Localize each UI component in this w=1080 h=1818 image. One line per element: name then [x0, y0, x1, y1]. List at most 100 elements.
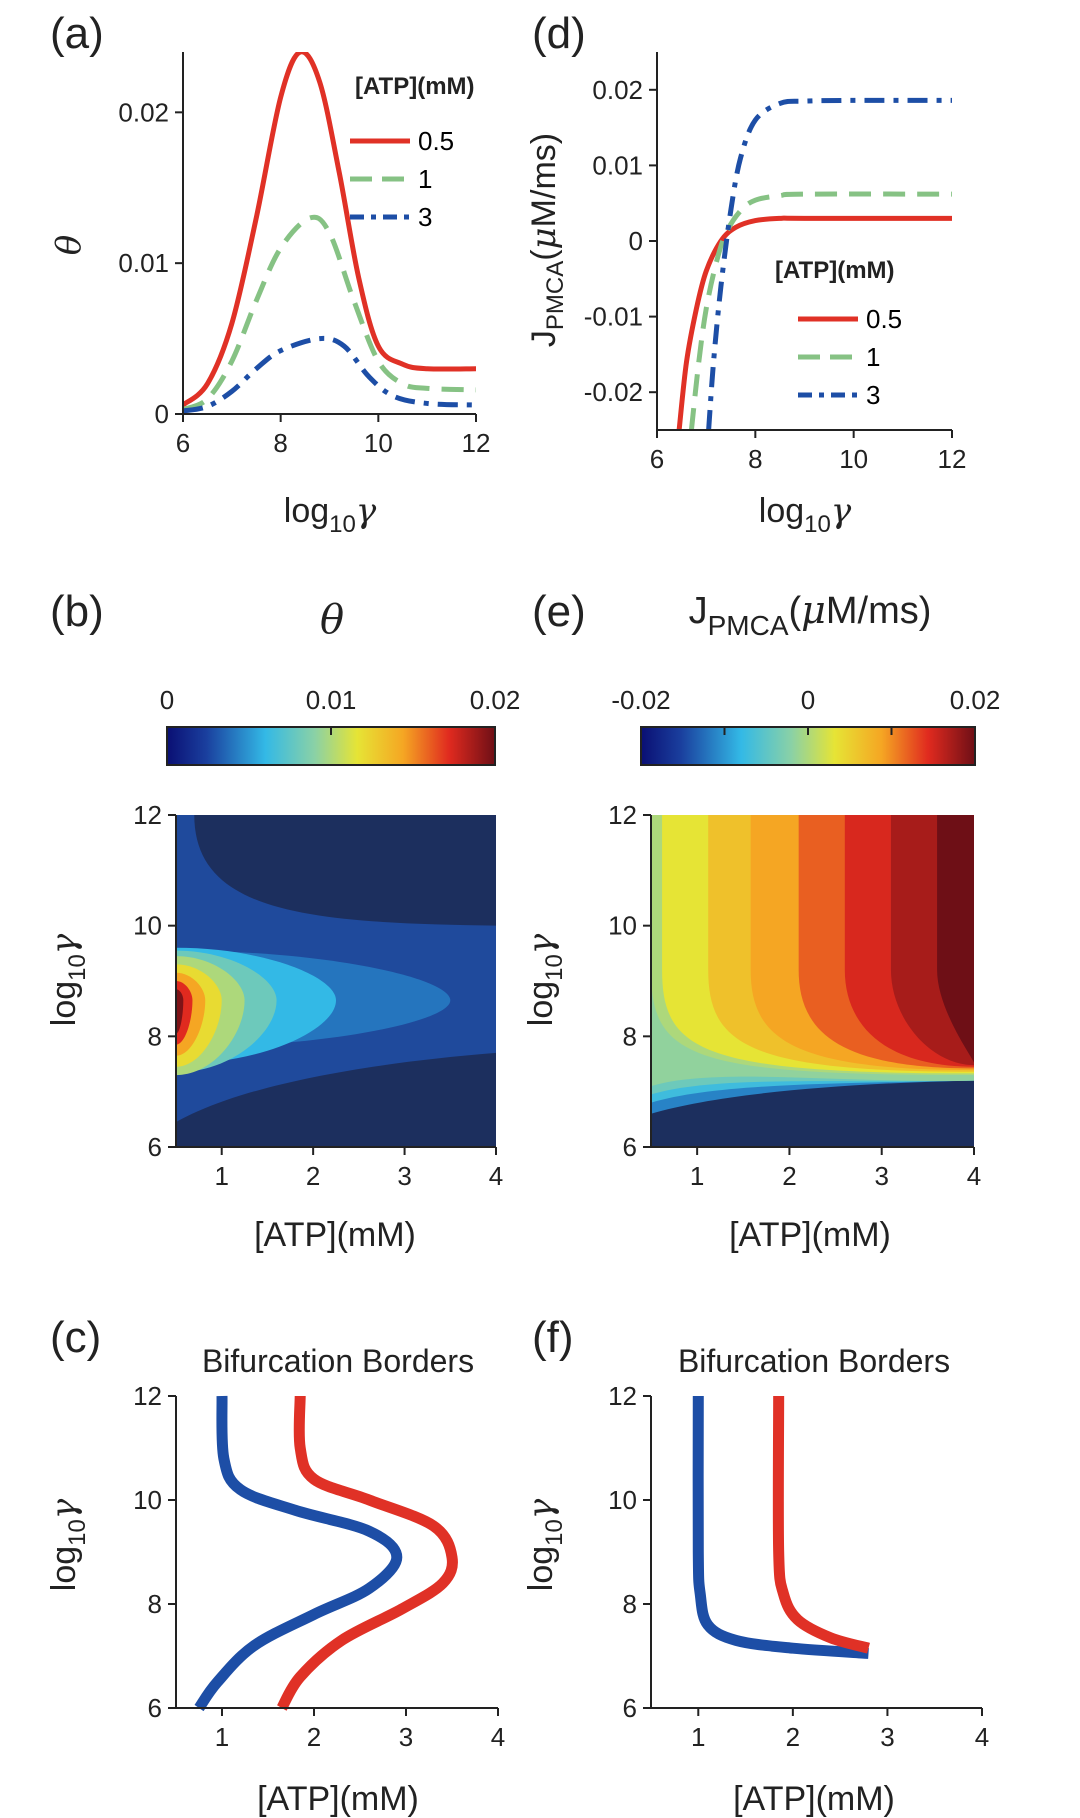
j-subscript: PMCA: [542, 261, 569, 330]
panel-b-ylabel: log10γ: [44, 933, 91, 1026]
panel-d-legend-title: [ATP](mM): [775, 257, 895, 284]
j-subscript: PMCA: [708, 610, 789, 641]
panel-a-legend: [ATP](mM) 0.5 1 3: [350, 73, 475, 232]
colorbar-tick-label: 0: [801, 685, 815, 715]
series-line-3: [706, 97, 952, 430]
y-tick-label: -0.01: [584, 302, 643, 332]
gamma-symbol: γ: [44, 1498, 84, 1519]
x-tick-label: 1: [214, 1161, 228, 1191]
panel-c-title: Bifurcation Borders: [202, 1343, 474, 1379]
log-subscript: 10: [804, 511, 831, 538]
panel-f-xlabel: [ATP](mM): [733, 1780, 895, 1818]
legend-label: 3: [866, 380, 880, 410]
y-tick-label: 12: [608, 800, 637, 830]
j-symbol: J: [689, 590, 708, 632]
panel-c-series: [194, 1395, 458, 1712]
mu-symbol: μ: [524, 227, 564, 249]
x-tick-label: 3: [874, 1161, 888, 1191]
colorbar-tick-label: 0.02: [950, 685, 1001, 715]
y-tick-label: 12: [133, 800, 162, 830]
panel-b-contours: [176, 815, 496, 1147]
y-tick-label: 8: [148, 1021, 162, 1051]
j-symbol: J: [525, 330, 563, 347]
series-line-0.5: [183, 52, 476, 407]
x-tick-label: 12: [938, 444, 967, 474]
y-tick-label: 12: [133, 1381, 162, 1411]
panel-label-a: (a): [50, 9, 104, 58]
legend-label: 0.5: [418, 126, 454, 156]
log-subscript: 10: [329, 511, 356, 538]
colorbar-tick-label: 0: [160, 685, 174, 715]
colorbar-tick-label: 0.01: [306, 685, 357, 715]
panel-d-series: [676, 97, 952, 430]
j-units: M/ms): [525, 133, 563, 227]
y-tick-label: 12: [608, 1381, 637, 1411]
gamma-symbol: γ: [44, 933, 84, 954]
panel-e-ylabel: log10γ: [521, 933, 568, 1026]
x-tick-label: 3: [399, 1722, 413, 1752]
panel-d-legend: [ATP](mM) 0.5 1 3: [775, 257, 902, 410]
colorbar-tick-label: -0.02: [611, 685, 670, 715]
y-tick-label: -0.02: [584, 377, 643, 407]
panel-d-axes: 6 8 10 12 -0.02 -0.01 0 0.01 0.02: [584, 52, 967, 474]
y-tick-label: 6: [148, 1693, 162, 1723]
log-subscript: 10: [541, 1519, 568, 1546]
legend-label: 0.5: [866, 304, 902, 334]
x-tick-label: 1: [215, 1722, 229, 1752]
log-subscript: 10: [64, 954, 91, 981]
panel-label-b: (b): [50, 587, 104, 636]
j-paren: (: [789, 590, 802, 632]
y-tick-label: 6: [623, 1693, 637, 1723]
log-subscript: 10: [541, 954, 568, 981]
panel-f-series: [692, 1395, 870, 1659]
y-tick-label: 10: [608, 911, 637, 941]
panel-label-c: (c): [50, 1313, 101, 1362]
panel-e-xlabel: [ATP](mM): [729, 1216, 891, 1254]
legend-label: 1: [866, 342, 880, 372]
x-tick-label: 2: [306, 1161, 320, 1191]
panel-label-f: (f): [532, 1313, 574, 1362]
y-tick-label: 8: [623, 1021, 637, 1051]
series-line-3: [183, 335, 476, 414]
legend-label: 1: [418, 164, 432, 194]
x-tick-label: 4: [489, 1161, 503, 1191]
series-line-1: [688, 191, 952, 430]
x-tick-label: 1: [690, 1161, 704, 1191]
y-tick-label: 0.02: [592, 75, 643, 105]
y-tick-label: 6: [623, 1132, 637, 1162]
j-paren: (: [525, 249, 563, 261]
log-prefix: log: [45, 1546, 83, 1591]
series-line-1: [194, 1395, 403, 1712]
panel-d-line-chart: 6 8 10 12 -0.02 -0.01 0 0.01 0.02 JPMCA(μM/ms) l…: [524, 52, 966, 538]
y-tick-label: 0.01: [592, 150, 643, 180]
x-tick-label: 8: [748, 444, 762, 474]
mu-symbol: μ: [801, 588, 826, 632]
log-prefix: log: [522, 981, 560, 1026]
x-tick-label: 6: [650, 444, 664, 474]
x-tick-label: 4: [967, 1161, 981, 1191]
colorbar-tick-label: 0.02: [470, 685, 521, 715]
x-tick-label: 3: [397, 1161, 411, 1191]
series-line-0.5: [676, 215, 952, 430]
y-tick-label: 6: [148, 1132, 162, 1162]
log-prefix: log: [45, 981, 83, 1026]
contour-level-9: [176, 989, 184, 1034]
panel-b-colorbar-ticks: 0 0.01 0.02: [160, 685, 521, 735]
panel-label-e: (e): [532, 587, 586, 636]
x-tick-label: 12: [462, 428, 491, 458]
legend-label: 3: [418, 202, 432, 232]
x-tick-label: 4: [491, 1722, 505, 1752]
panel-a-ylabel: θ: [49, 235, 89, 255]
y-tick-label: 8: [623, 1589, 637, 1619]
series-line-2: [772, 1395, 870, 1654]
log-prefix: log: [522, 1546, 560, 1591]
x-tick-label: 10: [364, 428, 393, 458]
contour-band-8: [937, 815, 974, 1064]
